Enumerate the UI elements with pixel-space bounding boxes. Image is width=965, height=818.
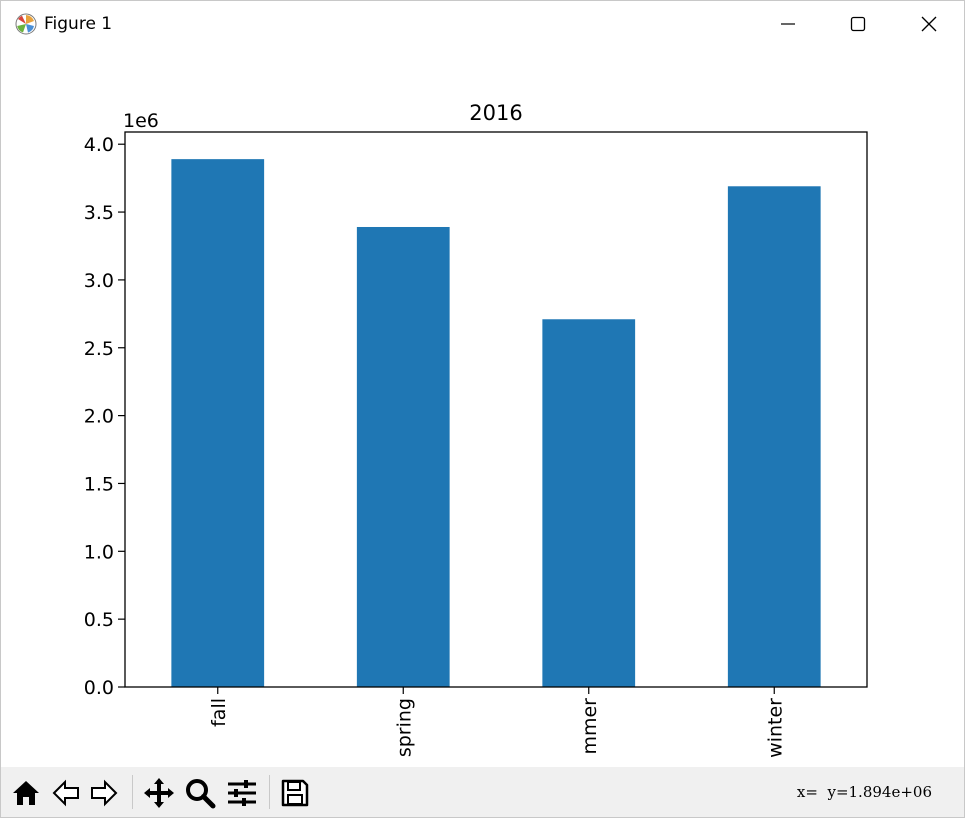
save-button[interactable] [278,776,312,810]
back-arrow-icon [52,779,79,807]
x-tick-label-spring: spring [393,698,415,757]
title-bar[interactable]: Figure 1 [1,1,964,47]
x-tick-label-mmer: mmer [579,698,601,755]
minimize-icon [781,23,795,25]
y-tick-label: 0.0 [84,677,114,699]
maximize-icon [850,16,866,32]
matplotlib-icon [15,13,37,35]
back-button[interactable] [49,776,83,810]
window-title: Figure 1 [44,14,113,34]
save-icon [281,779,309,807]
toolbar-separator [269,775,270,809]
forward-arrow-icon [91,779,118,807]
pan-button[interactable] [142,776,176,810]
minimize-button[interactable] [753,1,823,47]
bar-chart: 2016 1e6 0.0 0.5 1.0 1.5 2.0 2.5 3.0 3.5 4.0 fal… [84,101,868,758]
cursor-coordinates: x= y=1.894e+06 [797,783,932,801]
x-tick-label-fall: fall [208,698,230,727]
y-tick-label: 3.0 [84,270,114,292]
bar-winter [727,186,821,687]
chart-title: 2016 [469,101,522,125]
y-tick-label: 3.5 [84,202,114,224]
configure-subplots-button[interactable] [225,776,259,810]
y-axis: 0.0 0.5 1.0 1.5 2.0 2.5 3.0 3.5 4.0 [84,134,125,699]
navigation-toolbar: x= y=1.894e+06 [1,767,964,817]
maximize-button[interactable] [823,1,893,47]
pan-move-icon [144,778,174,808]
bar-spring [356,226,450,687]
home-icon [13,781,39,805]
y-tick-label: 0.5 [84,609,114,631]
y-tick-label: 2.5 [84,338,114,360]
forward-button[interactable] [87,776,121,810]
zoom-magnifier-icon [186,779,216,809]
y-tick-label: 1.5 [84,473,114,495]
axes-frame [124,131,868,688]
zoom-button[interactable] [183,776,217,810]
toolbar-separator [132,775,133,809]
coords-x: x= [796,783,818,801]
bars-group [171,159,821,687]
x-axis: fall spring mmer winter [208,687,786,758]
y-tick-label: 2.0 [84,406,114,428]
close-button[interactable] [894,1,964,47]
configure-subplots-icon [228,780,256,806]
home-button[interactable] [9,776,43,810]
y-tick-label: 4.0 [84,134,114,156]
bar-mmer [542,319,636,687]
x-tick-label-winter: winter [764,698,786,758]
coords-y: y=1.894e+06 [827,783,932,801]
close-icon [921,16,937,32]
y-tick-label: 1.0 [84,541,114,563]
y-offset-label: 1e6 [123,110,159,132]
plot-canvas[interactable]: 2016 1e6 0.0 0.5 1.0 1.5 2.0 2.5 3.0 3.5 4.0 fal… [1,47,964,767]
bar-fall [171,159,265,687]
